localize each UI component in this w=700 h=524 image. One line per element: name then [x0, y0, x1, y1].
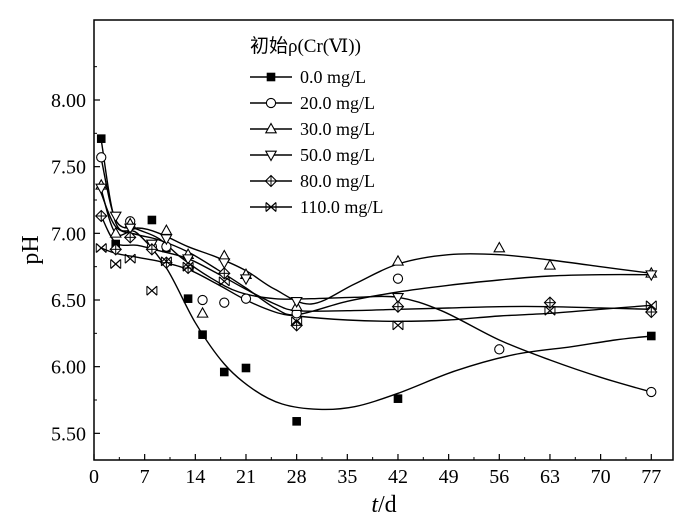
data-point	[94, 209, 108, 223]
fit-curve	[100, 139, 652, 411]
data-point	[241, 363, 251, 373]
data-point	[391, 300, 405, 313]
data-point	[391, 254, 405, 266]
legend-label: 50.0 mg/L	[300, 145, 375, 165]
data-point	[543, 258, 557, 270]
x-tick-label: 63	[540, 466, 560, 488]
legend-label: 20.0 mg/L	[300, 93, 375, 113]
data-point	[239, 274, 253, 286]
data-point	[123, 231, 137, 244]
data-point	[160, 256, 173, 269]
x-axis: 0 7 14 21 28 35 42 49 56 63 70 77	[89, 454, 661, 488]
legend: 初始ρ(Cr(Ⅵ)) 0.0 mg/L 20.0 mg/L 30.0 mg/L 50.…	[250, 35, 383, 217]
data-markers	[94, 134, 658, 426]
legend-label: 80.0 mg/L	[300, 171, 375, 191]
data-point	[147, 215, 157, 225]
legend-marker	[265, 202, 277, 212]
fit-curve	[100, 193, 652, 316]
x-axis-unit: /d	[378, 492, 397, 518]
x-tick-label: 28	[287, 466, 307, 488]
y-tick-label: 5.50	[51, 423, 86, 445]
x-tick-label: 14	[185, 466, 205, 488]
data-point	[392, 320, 404, 331]
legend-label: 30.0 mg/L	[300, 119, 375, 139]
data-point	[219, 297, 230, 308]
data-point	[218, 276, 230, 287]
y-axis-title: pH	[18, 235, 44, 264]
data-point	[393, 394, 403, 403]
data-point	[290, 296, 303, 308]
data-point	[645, 305, 658, 319]
legend-marker	[264, 174, 278, 188]
y-tick-label: 7.00	[51, 223, 86, 245]
data-point	[645, 300, 657, 311]
x-axis-variable: t	[371, 492, 379, 518]
x-tick-label: 42	[388, 466, 408, 488]
fit-curves	[100, 139, 652, 411]
x-tick-label: 21	[236, 466, 256, 488]
data-point	[544, 305, 556, 316]
data-point	[182, 261, 194, 272]
data-point	[146, 285, 158, 296]
data-point	[96, 152, 107, 163]
legend-title: 初始ρ(Cr(Ⅵ))	[250, 35, 361, 57]
data-point	[218, 258, 231, 270]
data-point	[109, 226, 122, 238]
data-point	[181, 254, 195, 266]
x-tick-label: 0	[89, 466, 99, 488]
data-point	[145, 243, 159, 256]
data-point	[645, 270, 658, 282]
data-point	[95, 183, 108, 195]
data-point	[292, 417, 301, 426]
data-point	[181, 261, 195, 275]
data-point	[96, 134, 106, 143]
data-point	[240, 293, 252, 304]
data-point	[160, 256, 172, 267]
data-point	[197, 294, 208, 306]
legend-marker	[264, 122, 278, 134]
legend-label: 110.0 mg/L	[300, 197, 383, 217]
data-point	[646, 331, 656, 341]
data-point	[109, 211, 122, 223]
data-point	[183, 294, 193, 303]
y-tick-label: 6.00	[51, 357, 86, 379]
y-axis: 5.50 6.00 6.50 7.00 7.50 8.00	[51, 66, 100, 445]
plot-frame	[93, 19, 674, 461]
data-point	[391, 292, 405, 304]
data-point	[198, 330, 207, 339]
x-axis-title: t/d	[371, 492, 396, 518]
legend-marker	[264, 150, 278, 162]
data-point	[160, 224, 173, 236]
x-tick-label: 7	[140, 466, 150, 488]
y-tick-label: 6.50	[51, 290, 86, 312]
y-tick-label: 8.00	[51, 90, 86, 112]
legend-marker	[266, 72, 276, 82]
data-point	[109, 243, 122, 256]
legend-label: 0.0 mg/L	[300, 67, 366, 87]
data-point	[543, 296, 557, 309]
x-tick-label: 49	[439, 466, 459, 488]
fit-curve	[100, 247, 652, 323]
data-point	[110, 259, 122, 269]
y-tick-label: 7.50	[51, 157, 86, 179]
data-point	[124, 223, 137, 235]
data-point	[646, 386, 657, 398]
legend-marker	[265, 97, 277, 109]
data-point	[392, 273, 404, 284]
x-tick-label: 35	[337, 466, 357, 488]
data-point	[95, 243, 107, 253]
data-point	[124, 253, 136, 264]
data-point	[493, 241, 506, 253]
x-tick-label: 70	[591, 466, 611, 488]
x-tick-label: 56	[489, 466, 509, 488]
data-point	[219, 367, 229, 377]
data-point	[217, 267, 231, 280]
data-point	[160, 234, 173, 246]
data-point	[291, 316, 303, 327]
x-tick-label: 77	[641, 466, 661, 488]
data-point	[196, 306, 209, 318]
data-point	[494, 344, 505, 355]
